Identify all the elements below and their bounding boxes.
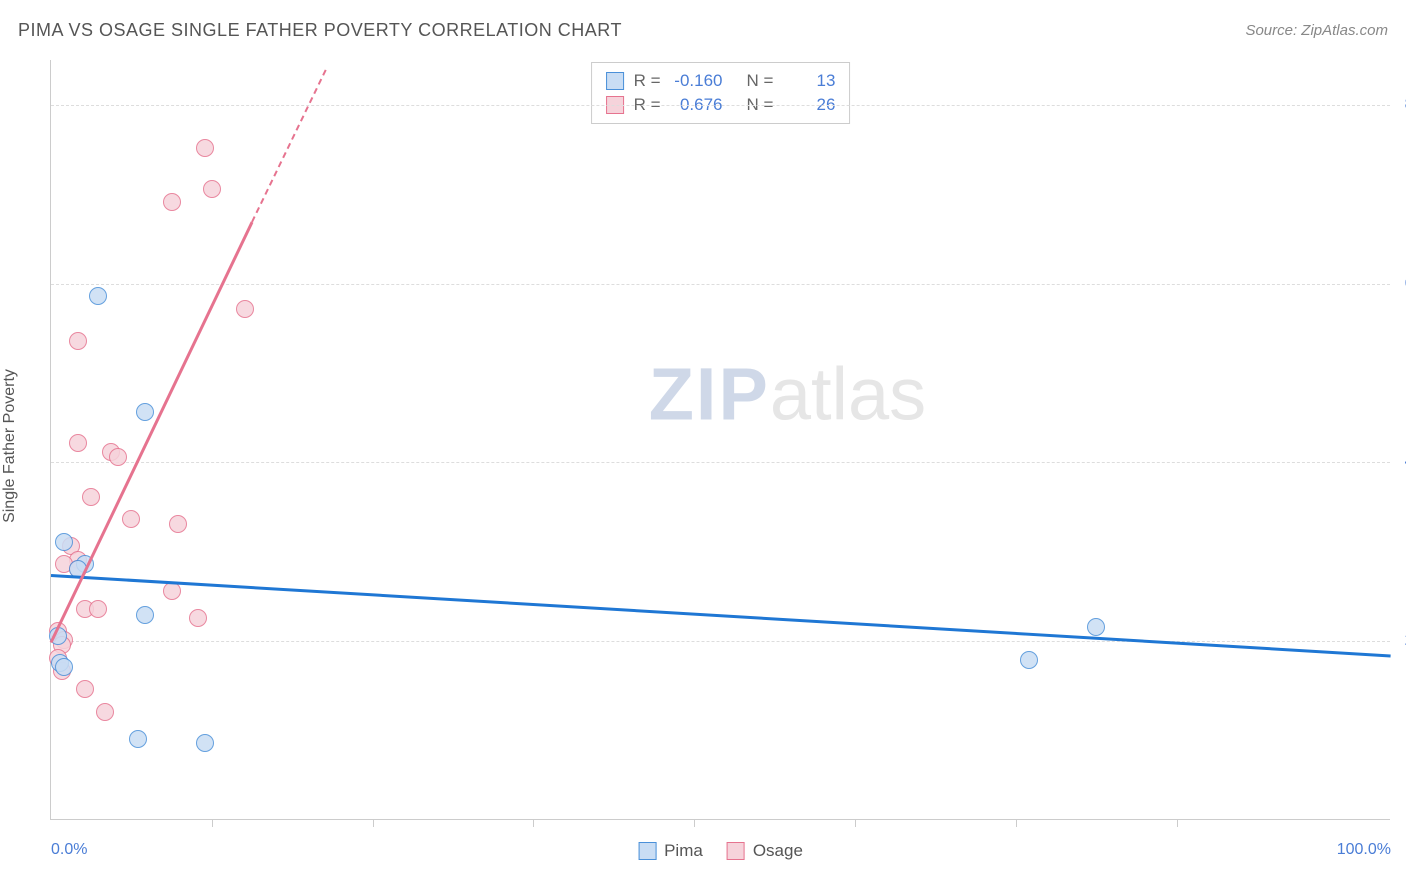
x-tick-label: 100.0% xyxy=(1337,841,1391,859)
gridline-horizontal xyxy=(51,462,1390,463)
pima-point xyxy=(55,658,73,676)
osage-point xyxy=(169,515,187,533)
pima-swatch xyxy=(606,72,624,90)
y-tick-label: 20.0% xyxy=(1395,632,1406,650)
legend-item-pima: Pima xyxy=(638,841,703,861)
y-tick-label: 60.0% xyxy=(1395,275,1406,293)
legend-label: Pima xyxy=(664,841,703,861)
osage-point xyxy=(203,180,221,198)
osage-point xyxy=(163,193,181,211)
chart-source: Source: ZipAtlas.com xyxy=(1245,22,1388,39)
osage-swatch xyxy=(727,842,745,860)
pima-point xyxy=(136,606,154,624)
y-tick-label: 40.0% xyxy=(1395,453,1406,471)
scatter-chart: ZIPatlas R = -0.160N = 13R = 0.676N = 26… xyxy=(50,60,1390,820)
series-legend: Pima Osage xyxy=(638,841,803,861)
chart-header: PIMA VS OSAGE SINGLE FATHER POVERTY CORR… xyxy=(18,20,1388,41)
watermark: ZIPatlas xyxy=(649,351,926,436)
x-tick xyxy=(1016,819,1017,827)
r-label: R = xyxy=(634,71,661,91)
legend-label: Osage xyxy=(753,841,803,861)
gridline-horizontal xyxy=(51,105,1390,106)
pima-point xyxy=(1087,618,1105,636)
osage-point xyxy=(69,434,87,452)
pima-point xyxy=(1020,651,1038,669)
pima-point xyxy=(129,730,147,748)
osage-point xyxy=(122,510,140,528)
osage-regression-line xyxy=(251,70,326,223)
pima-swatch xyxy=(638,842,656,860)
n-label: N = xyxy=(747,71,774,91)
osage-point xyxy=(82,488,100,506)
pima-point xyxy=(196,734,214,752)
watermark-atlas: atlas xyxy=(770,352,926,435)
osage-point xyxy=(76,680,94,698)
x-tick xyxy=(694,819,695,827)
chart-title: PIMA VS OSAGE SINGLE FATHER POVERTY CORR… xyxy=(18,20,622,41)
n-value: 13 xyxy=(783,71,835,91)
osage-point xyxy=(236,300,254,318)
pima-point xyxy=(55,533,73,551)
pima-point xyxy=(89,287,107,305)
legend-item-osage: Osage xyxy=(727,841,803,861)
osage-point xyxy=(163,582,181,600)
y-tick-label: 80.0% xyxy=(1395,96,1406,114)
x-tick xyxy=(855,819,856,827)
osage-point xyxy=(89,600,107,618)
x-tick xyxy=(212,819,213,827)
osage-point xyxy=(109,448,127,466)
regression-legend: R = -0.160N = 13R = 0.676N = 26 xyxy=(591,62,851,124)
osage-point xyxy=(196,139,214,157)
osage-point xyxy=(189,609,207,627)
pima-point xyxy=(136,403,154,421)
r-value: -0.160 xyxy=(671,71,723,91)
x-tick-label: 0.0% xyxy=(51,841,87,859)
osage-point xyxy=(96,703,114,721)
legend-row-pima: R = -0.160 N = 13 xyxy=(606,69,836,93)
gridline-horizontal xyxy=(51,284,1390,285)
y-axis-label: Single Father Poverty xyxy=(1,369,19,523)
pima-regression-line xyxy=(51,574,1391,657)
watermark-zip: ZIP xyxy=(649,352,770,435)
osage-point xyxy=(69,332,87,350)
x-tick xyxy=(373,819,374,827)
x-tick xyxy=(533,819,534,827)
x-tick xyxy=(1177,819,1178,827)
